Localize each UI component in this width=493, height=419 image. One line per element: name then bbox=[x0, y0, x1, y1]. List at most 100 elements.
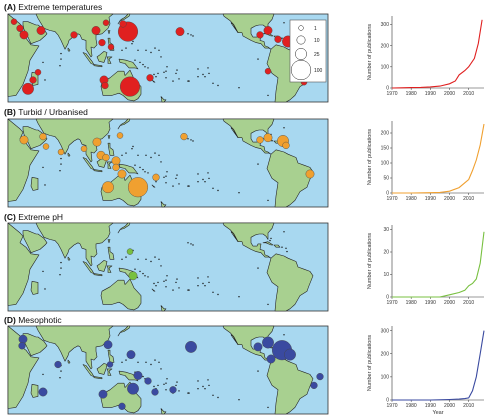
site-marker bbox=[10, 18, 18, 25]
land-srilanka bbox=[67, 47, 71, 52]
map-mesophotic bbox=[7, 325, 329, 415]
chart-extreme-temperatures: 0 100 200 300 1970 1980 1990 2000 2010 Number of … bbox=[367, 16, 484, 97]
island-dot bbox=[158, 361, 160, 363]
map-extreme-ph bbox=[7, 222, 329, 312]
chart-extreme-ph: 0 10 20 30 1970 1980 1990 2000 2010 Number of pub… bbox=[367, 225, 485, 306]
site-marker bbox=[117, 169, 127, 179]
island-dot bbox=[202, 385, 204, 388]
island-dot bbox=[60, 52, 62, 55]
land-japan bbox=[117, 222, 131, 234]
island-dot bbox=[142, 168, 144, 171]
island-dot bbox=[207, 276, 209, 278]
land-newcaledonia bbox=[151, 79, 156, 83]
island-dot bbox=[257, 163, 259, 165]
x-tick-label: 2010 bbox=[463, 196, 474, 202]
site-marker bbox=[91, 26, 101, 35]
island-dot bbox=[163, 71, 165, 73]
x-tick-label: 2010 bbox=[463, 91, 474, 97]
island-dot bbox=[145, 154, 147, 156]
y-tick-label: 300 bbox=[381, 328, 390, 334]
island-dot bbox=[286, 250, 288, 253]
series-line bbox=[391, 19, 483, 89]
island-dot bbox=[60, 370, 62, 372]
island-dot bbox=[121, 258, 123, 260]
island-dot bbox=[187, 289, 189, 291]
island-dot bbox=[178, 183, 180, 185]
island-dot bbox=[212, 187, 214, 189]
land-northamerica bbox=[222, 222, 275, 259]
x-tick-label: 1970 bbox=[386, 403, 397, 409]
island-dot bbox=[153, 73, 155, 76]
island-dot bbox=[42, 61, 44, 64]
land-nz bbox=[160, 305, 167, 312]
y-axis-label: Number of publications bbox=[367, 129, 373, 186]
site-marker bbox=[18, 342, 26, 350]
panel-c-letter: (C) bbox=[4, 212, 16, 222]
island-dot bbox=[202, 178, 204, 181]
land-southamerica bbox=[266, 356, 314, 415]
island-dot bbox=[147, 276, 149, 278]
island-dot bbox=[187, 242, 189, 244]
land-java bbox=[93, 376, 103, 380]
island-dot bbox=[208, 72, 210, 75]
island-dot bbox=[154, 359, 156, 361]
island-dot bbox=[166, 66, 168, 68]
site-marker bbox=[29, 76, 37, 84]
island-dot bbox=[204, 285, 206, 287]
site-marker bbox=[144, 377, 152, 385]
island-dot bbox=[121, 49, 123, 51]
island-dot bbox=[238, 296, 240, 298]
x-tick-label: 1970 bbox=[386, 91, 397, 97]
island-dot bbox=[121, 154, 123, 156]
y-tick-label: 100 bbox=[381, 65, 390, 71]
island-dot bbox=[175, 281, 177, 284]
island-dot bbox=[59, 274, 61, 276]
x-tick-label: 1990 bbox=[425, 403, 436, 409]
land-baja bbox=[230, 231, 239, 243]
island-dot bbox=[238, 87, 240, 89]
y-tick-label: 200 bbox=[381, 351, 390, 357]
island-dot bbox=[283, 22, 285, 24]
island-dot bbox=[157, 281, 159, 284]
land-borneo bbox=[96, 363, 108, 375]
island-dot bbox=[178, 78, 180, 80]
y-tick-label: 100 bbox=[381, 375, 390, 381]
site-marker bbox=[38, 387, 48, 397]
island-dot bbox=[144, 66, 146, 68]
island-dot bbox=[176, 381, 178, 383]
land-northamerica bbox=[222, 118, 275, 155]
x-tick-label: 1980 bbox=[406, 300, 417, 306]
island-dot bbox=[165, 175, 167, 177]
y-tick-label: 0 bbox=[386, 191, 389, 197]
island-dot bbox=[42, 166, 44, 169]
site-marker bbox=[316, 372, 324, 381]
site-marker bbox=[126, 350, 136, 360]
island-dot bbox=[285, 247, 287, 249]
island-dot bbox=[188, 392, 190, 394]
panel-b-name: Turbid / Urbanised bbox=[18, 107, 88, 117]
island-dot bbox=[44, 288, 46, 290]
island-dot bbox=[145, 49, 147, 51]
site-marker bbox=[256, 136, 264, 144]
legend-circle bbox=[290, 59, 312, 81]
island-dot bbox=[178, 390, 180, 392]
island-dot bbox=[155, 285, 157, 287]
island-dot bbox=[165, 77, 167, 79]
land-asia bbox=[35, 222, 114, 267]
legend-circle bbox=[298, 25, 304, 31]
site-marker bbox=[305, 169, 315, 179]
island-dot bbox=[217, 396, 219, 399]
island-dot bbox=[59, 65, 61, 67]
land-japan bbox=[117, 118, 131, 130]
x-tick-label: 1980 bbox=[406, 403, 417, 409]
island-dot bbox=[153, 282, 155, 285]
island-dot bbox=[187, 138, 189, 140]
site-marker bbox=[102, 153, 110, 162]
island-dot bbox=[192, 140, 194, 142]
land-newguinea bbox=[118, 370, 139, 382]
site-marker bbox=[266, 354, 276, 364]
island-dot bbox=[187, 185, 189, 187]
land-madagascar bbox=[30, 176, 39, 191]
island-dot bbox=[176, 278, 178, 280]
island-dot bbox=[131, 43, 133, 45]
